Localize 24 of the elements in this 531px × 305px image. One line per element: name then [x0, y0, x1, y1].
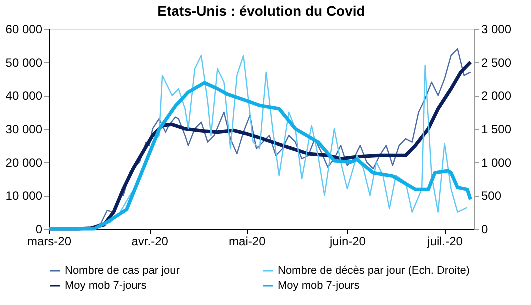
y2-tick-label: 500 [482, 189, 502, 204]
x-tick-label: avr.-20 [132, 234, 169, 248]
y2-tick-label: 1 000 [482, 156, 512, 170]
x-tick-label: juin-20 [328, 234, 366, 248]
y2-tick-label: 2 000 [482, 89, 512, 104]
y-tick-label: 0 [36, 222, 43, 236]
y-tick-label: 40 000 [6, 89, 43, 104]
x-tick-label: mars-20 [27, 234, 72, 248]
y-tick-label: 10 000 [6, 189, 43, 204]
chart-title: Etats-Unis : évolution du Covid [158, 3, 366, 19]
y-tick-label: 20 000 [6, 156, 43, 170]
y-tick-label: 30 000 [6, 122, 43, 136]
legend-label: Moy mob 7-jours [65, 280, 148, 292]
y2-tick-label: 1 500 [482, 122, 512, 136]
y-tick-label: 60 000 [6, 22, 43, 36]
x-tick-label: juil.-20 [426, 234, 464, 248]
legend-label: Nombre de cas par jour [65, 265, 180, 277]
y2-tick-label: 0 [482, 222, 488, 236]
y-tick-label: 50 000 [6, 56, 43, 70]
legend-label: Nombre de décès par jour (Ech. Droite) [278, 265, 470, 277]
x-tick-label: mai-20 [229, 234, 266, 248]
legend-label: Moy mob 7-jours [278, 280, 360, 292]
y2-tick-label: 2 500 [482, 56, 512, 70]
y2-tick-label: 3 000 [482, 22, 512, 36]
